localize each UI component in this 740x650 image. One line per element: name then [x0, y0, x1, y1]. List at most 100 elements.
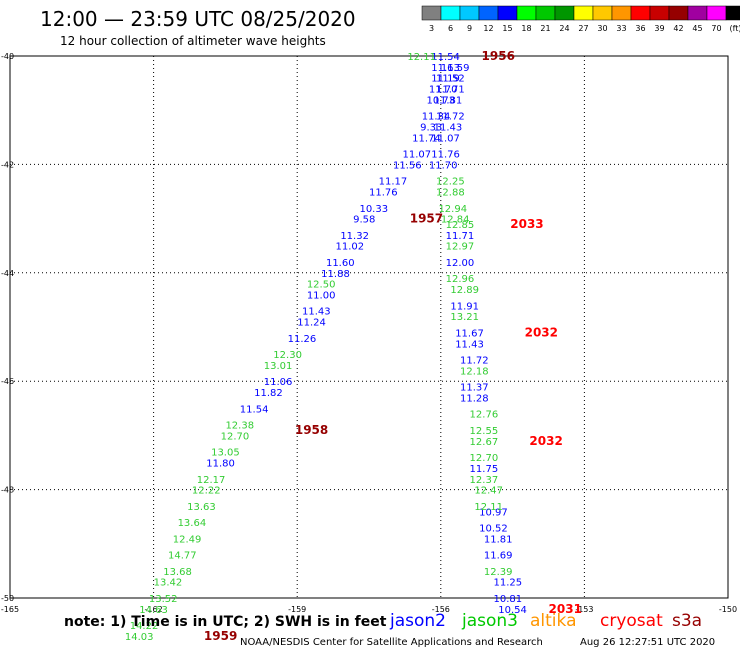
time-label: 1957	[410, 212, 443, 226]
data-point-label: 12.89	[450, 285, 479, 296]
color-scale-label: 33	[616, 24, 626, 33]
color-scale-swatch	[573, 5, 594, 21]
data-point-label: 12.11	[474, 502, 503, 513]
data-point-label: 12.97	[446, 242, 475, 253]
data-point-label: 12.37	[470, 475, 499, 486]
data-point-label: 11.56	[393, 160, 422, 171]
data-point-label: 11.43	[302, 307, 331, 318]
data-point-label: 12.18	[460, 366, 489, 377]
color-scale-label: 27	[578, 24, 588, 33]
data-point-label: 11.59	[441, 63, 470, 74]
color-scale-label: 70	[711, 24, 721, 33]
color-scale-swatch	[725, 5, 740, 21]
x-tick-label: -150	[719, 605, 737, 614]
data-point-label: 11.00	[307, 290, 336, 301]
color-scale-label: 12	[483, 24, 493, 33]
color-scale-swatch	[592, 5, 613, 21]
data-point-label: 11.72	[460, 356, 489, 367]
data-point-label: 11.52	[436, 74, 465, 85]
footer-note: note: 1) Time is in UTC; 2) SWH is in fe…	[64, 614, 387, 630]
time-label: 2031	[549, 602, 582, 616]
data-point-label: 11.69	[484, 551, 513, 562]
color-scale-label: 6	[448, 24, 453, 33]
color-scale-swatch	[554, 5, 575, 21]
time-label: 2032	[525, 325, 558, 339]
data-point-label: 10.54	[498, 605, 527, 616]
data-point-label: 12.76	[470, 410, 499, 421]
data-point-label: 13.68	[163, 567, 192, 578]
data-point-label: 10.81	[493, 594, 522, 605]
footer-credit: NOAA/NESDIS Center for Satellite Applica…	[240, 637, 543, 648]
data-point-label: 10.97	[479, 507, 508, 518]
data-points: 11.5411.6311.5911.1911.5211.7011.7110.73…	[125, 52, 527, 643]
data-point-label: 12.70	[221, 431, 250, 442]
data-point-label: 12.49	[173, 534, 202, 545]
data-point-label: 11.34	[422, 112, 451, 123]
data-point-label: 11.43	[455, 339, 484, 350]
data-point-label: 12.70	[470, 453, 499, 464]
color-scale-label: 15	[502, 24, 512, 33]
legend-entry: jason2	[389, 611, 446, 631]
data-point-label: 12.30	[273, 350, 302, 361]
x-tick-labels: -165 -162 -159 -156 -153 -150	[1, 605, 737, 614]
data-point-label: 10.33	[359, 204, 388, 215]
color-scale-swatch	[630, 5, 651, 21]
time-label: 1958	[295, 423, 328, 437]
data-point-label: 11.82	[254, 388, 283, 399]
x-tick-label: -162	[145, 605, 163, 614]
data-point-label: 12.39	[484, 567, 513, 578]
color-scale-swatch	[421, 5, 442, 21]
data-point-label: 11.80	[206, 459, 235, 470]
color-scale-label: 42	[673, 24, 683, 33]
color-scale-label: 30	[597, 24, 607, 33]
data-point-label: 13.63	[187, 502, 216, 513]
satellite-legend: jason2 jason3 altika cryosat s3a	[389, 611, 702, 631]
color-scale-label: 24	[559, 24, 569, 33]
data-point-label: 11.26	[288, 334, 317, 345]
color-scale-label: 21	[540, 24, 550, 33]
data-point-label: 11.60	[326, 258, 355, 269]
color-scale-swatch	[535, 5, 556, 21]
data-point-label: 11.24	[297, 318, 326, 329]
color-scale-swatch	[611, 5, 632, 21]
data-point-label: 11.91	[450, 301, 479, 312]
data-point-label: 12.11	[407, 52, 436, 63]
color-scale-label: 36	[635, 24, 645, 33]
color-scale-swatch	[459, 5, 480, 21]
data-point-label: 12.96	[446, 274, 475, 285]
color-scale-swatch	[668, 5, 689, 21]
y-tick-label: -44	[1, 269, 14, 278]
time-label: 2032	[529, 434, 562, 448]
data-point-label: 11.74	[412, 133, 441, 144]
data-point-label: 14.22	[130, 621, 159, 632]
color-scale-label: 45	[692, 24, 702, 33]
data-point-label: 11.71	[436, 85, 465, 96]
data-point-label: 12.50	[307, 280, 336, 291]
data-point-label: 11.70	[429, 85, 458, 96]
color-scale-swatch	[687, 5, 708, 21]
data-point-label: 13.01	[264, 361, 293, 372]
data-point-label: 11.06	[264, 377, 293, 388]
data-point-label: 14.77	[168, 551, 197, 562]
data-point-label: 14.03	[125, 632, 154, 643]
data-point-label: 9.58	[353, 215, 375, 226]
time-labels: 1956 1957 2033 2032 1958 2032 2031 1959	[204, 49, 582, 643]
data-point-label: 11.02	[336, 242, 365, 253]
data-point-label: 14.63	[139, 605, 168, 616]
data-point-label: 13.64	[178, 518, 207, 529]
color-scale-swatch	[478, 5, 499, 21]
data-point-label: 11.19	[431, 74, 460, 85]
data-point-label: 11.54	[431, 52, 460, 63]
data-point-label: 11.71	[446, 231, 475, 242]
data-point-label: 11.81	[434, 95, 463, 106]
y-tick-label: -40	[1, 52, 14, 61]
data-point-label: 11.07	[431, 133, 460, 144]
data-point-label: 12.25	[436, 177, 465, 188]
y-tick-label: -46	[1, 377, 14, 386]
chart-subtitle: 12 hour collection of altimeter wave hei…	[60, 34, 326, 48]
data-point-label: 11.76	[369, 188, 398, 199]
data-point-label: 11.07	[403, 150, 432, 161]
data-point-label: 11.70	[429, 160, 458, 171]
